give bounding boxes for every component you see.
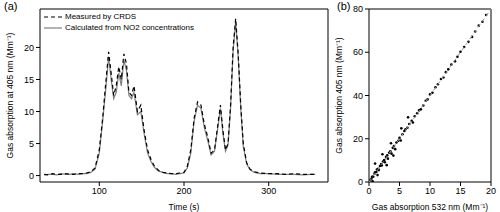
svg-text:0: 0 (29, 171, 34, 181)
html-text:Calculated from NO2 concentrat: Calculated from NO2 concentrations (65, 23, 194, 32)
svg-text:0: 0 (366, 186, 371, 196)
html-text:(a): (a) (4, 0, 18, 12)
svg-text:80: 80 (353, 4, 363, 14)
svg-text:Gas absorption 405 nm (Mm⁻¹): Gas absorption 405 nm (Mm⁻¹) (335, 37, 344, 154)
svg-text:20: 20 (353, 134, 363, 144)
svg-text:15: 15 (455, 186, 465, 196)
svg-text:Gas absorption 532 nm (Mm⁻¹): Gas absorption 532 nm (Mm⁻¹) (372, 202, 489, 212)
svg-text:10: 10 (24, 107, 34, 117)
svg-text:5: 5 (397, 186, 402, 196)
svg-text:60: 60 (353, 47, 363, 57)
svg-text:5: 5 (29, 139, 34, 149)
svg-text:100: 100 (92, 186, 107, 196)
svg-text:10: 10 (425, 186, 435, 196)
svg-text:15: 15 (24, 75, 34, 85)
svg-text:40: 40 (353, 91, 363, 101)
svg-text:20: 20 (24, 43, 34, 53)
svg-text:200: 200 (176, 186, 191, 196)
svg-text:0: 0 (358, 177, 363, 187)
html-text:(b): (b) (337, 0, 351, 12)
svg-text:300: 300 (261, 186, 276, 196)
svg-text:20: 20 (486, 186, 492, 196)
svg-text:Time (s): Time (s) (169, 202, 200, 212)
html-text:Measured by CRDS: Measured by CRDS (65, 12, 137, 21)
svg-text:Gas absorption at 405 nm (Mm⁻¹: Gas absorption at 405 nm (Mm⁻¹) (8, 32, 15, 158)
